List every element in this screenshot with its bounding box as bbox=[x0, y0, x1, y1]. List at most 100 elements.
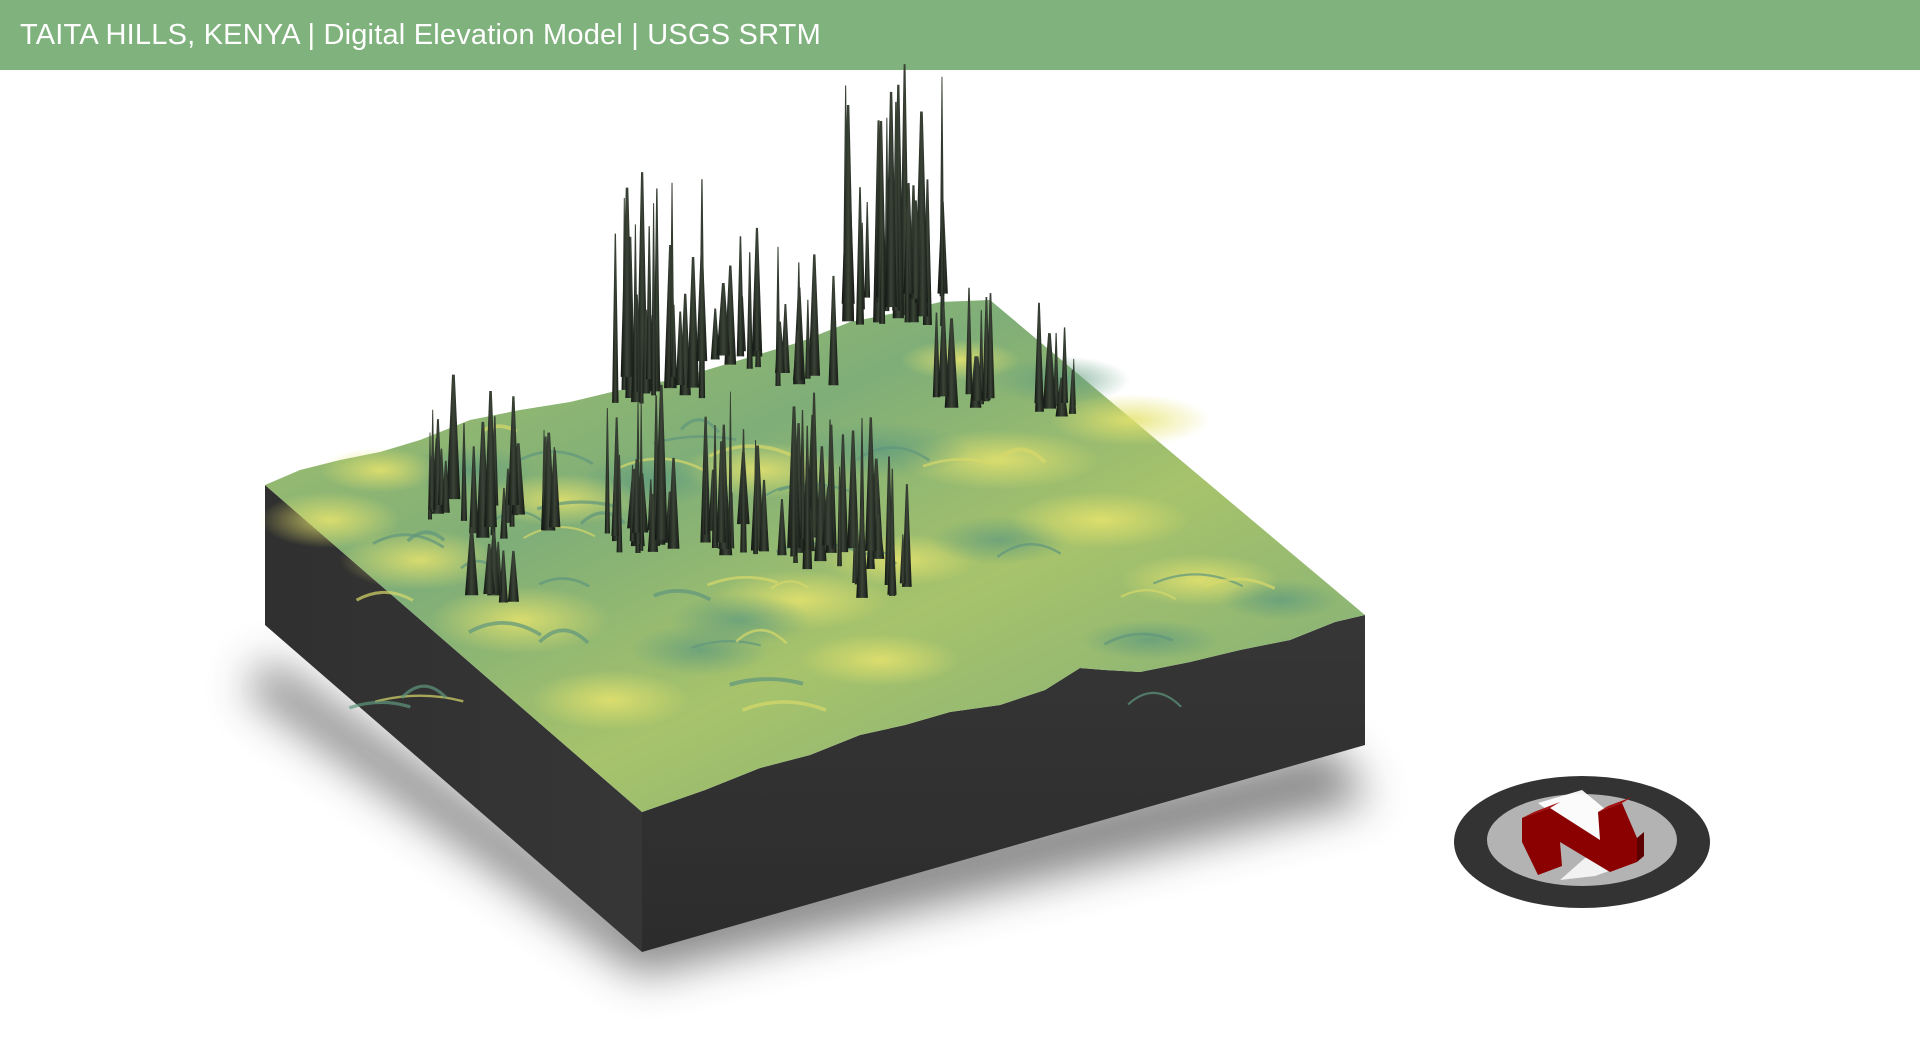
elevation-spike bbox=[753, 439, 758, 555]
terrain-valley bbox=[1080, 620, 1220, 660]
terrain-ridge-line bbox=[708, 444, 795, 458]
terrain-ridge-line bbox=[538, 577, 590, 588]
elevation-spike bbox=[507, 550, 519, 602]
elevation-spike bbox=[855, 187, 865, 325]
elevation-spike bbox=[986, 293, 995, 399]
elevation-spike bbox=[971, 356, 984, 401]
terrain-ridge bbox=[1010, 492, 1190, 548]
elevation-spike bbox=[790, 436, 797, 557]
elevation-spike bbox=[507, 396, 519, 506]
elevation-spike bbox=[887, 512, 897, 595]
terrain-ridge-line bbox=[741, 700, 827, 712]
elevation-spike bbox=[483, 543, 496, 595]
elevation-spike bbox=[704, 416, 709, 535]
elevation-spike bbox=[899, 534, 906, 584]
elevation-spike bbox=[777, 499, 787, 556]
elevation-spike bbox=[646, 226, 653, 379]
terrain-ridge-line bbox=[518, 450, 594, 466]
elevation-spike bbox=[809, 392, 819, 538]
terrain-ridge-line bbox=[348, 700, 411, 710]
elevation-spike bbox=[753, 278, 761, 352]
elevation-spike bbox=[822, 486, 835, 546]
elevation-spike bbox=[841, 153, 855, 304]
terrain-ridge-line bbox=[1127, 691, 1182, 708]
terrain-valley bbox=[1220, 580, 1340, 620]
terrain-block-sides bbox=[265, 485, 1365, 952]
elevation-spike bbox=[937, 306, 949, 397]
elevation-spike bbox=[847, 430, 859, 549]
terrain-ridge-line bbox=[1103, 632, 1174, 646]
terrain-ridge bbox=[800, 634, 960, 686]
elevation-spike bbox=[792, 330, 803, 381]
elevation-spike bbox=[675, 311, 685, 386]
elevation-spike bbox=[654, 384, 668, 540]
elevation-spike bbox=[639, 332, 644, 404]
compass-rose bbox=[1454, 776, 1710, 908]
terrain-ridge-line bbox=[922, 457, 994, 468]
terrain-ridge-line bbox=[1204, 577, 1276, 590]
terrain-ridge bbox=[530, 670, 690, 730]
elevation-spike bbox=[464, 527, 479, 596]
elevation-spike bbox=[716, 441, 726, 543]
elevation-spike bbox=[667, 457, 680, 549]
map-title: TAITA HILLS, KENYA | Digital Elevation M… bbox=[20, 18, 821, 51]
elevation-spike bbox=[828, 275, 839, 386]
elevation-spike bbox=[916, 224, 929, 317]
elevation-spike bbox=[1053, 332, 1059, 407]
elevation-spike bbox=[460, 423, 468, 521]
terrain-ridge-line bbox=[355, 590, 414, 602]
terrain-ridge bbox=[1050, 394, 1210, 446]
elevation-spike bbox=[837, 466, 842, 567]
elevation-spike bbox=[696, 249, 708, 362]
terrain-ridge-line bbox=[372, 533, 445, 549]
elevation-spike bbox=[805, 299, 811, 379]
elevation-spike bbox=[932, 312, 941, 398]
terrain-ridge-line bbox=[653, 589, 712, 602]
elevation-spike bbox=[441, 460, 450, 513]
elevation-spike bbox=[746, 252, 753, 369]
elevation-spike bbox=[446, 374, 461, 500]
terrain-ridge-line bbox=[468, 621, 542, 637]
terrain-ridge bbox=[340, 530, 500, 590]
elevation-spike bbox=[469, 446, 479, 534]
elevation-spike bbox=[904, 209, 911, 323]
terrain-ridge-line bbox=[374, 694, 464, 703]
elevation-spike bbox=[632, 459, 641, 533]
elevation-spike bbox=[711, 425, 719, 549]
block-shadow bbox=[245, 660, 1370, 975]
elevation-spike bbox=[687, 256, 700, 388]
elevation-spike bbox=[736, 236, 745, 357]
elevation-spike bbox=[965, 287, 973, 395]
elevation-spike bbox=[852, 527, 857, 583]
elevation-spike bbox=[856, 505, 868, 598]
terrain-ridge-line bbox=[996, 543, 1062, 558]
elevation-spike bbox=[620, 187, 634, 377]
terrain-ridge-line bbox=[691, 639, 762, 649]
elevation-spike bbox=[740, 429, 747, 553]
terrain-ridge-line bbox=[735, 628, 788, 645]
terrain-ridge bbox=[430, 586, 610, 654]
terrain-ridge bbox=[900, 340, 1020, 380]
elevation-spike bbox=[1068, 369, 1077, 414]
elevation-spike bbox=[1034, 302, 1044, 404]
elevation-spike bbox=[759, 479, 769, 552]
elevation-spike bbox=[670, 304, 677, 377]
north-arrow-icon bbox=[1522, 790, 1644, 880]
terrain-ridge-line bbox=[538, 628, 590, 645]
terrain-valley bbox=[990, 356, 1130, 404]
terrain-ridge-line bbox=[856, 446, 931, 462]
elevation-spike bbox=[651, 203, 657, 396]
elevation-spike bbox=[864, 201, 871, 298]
elevation-spike bbox=[1042, 333, 1057, 409]
elevation-spike bbox=[604, 408, 610, 534]
elevation-spike bbox=[548, 450, 561, 528]
elevation-spike bbox=[612, 233, 619, 403]
elevation-spike bbox=[864, 417, 877, 551]
terrain-ridge bbox=[260, 492, 400, 548]
elevation-spike bbox=[611, 466, 619, 536]
elevation-spike bbox=[632, 224, 638, 392]
elevation-spike bbox=[879, 219, 886, 324]
elevation-spike bbox=[639, 394, 644, 551]
elevation-spike bbox=[939, 76, 945, 297]
